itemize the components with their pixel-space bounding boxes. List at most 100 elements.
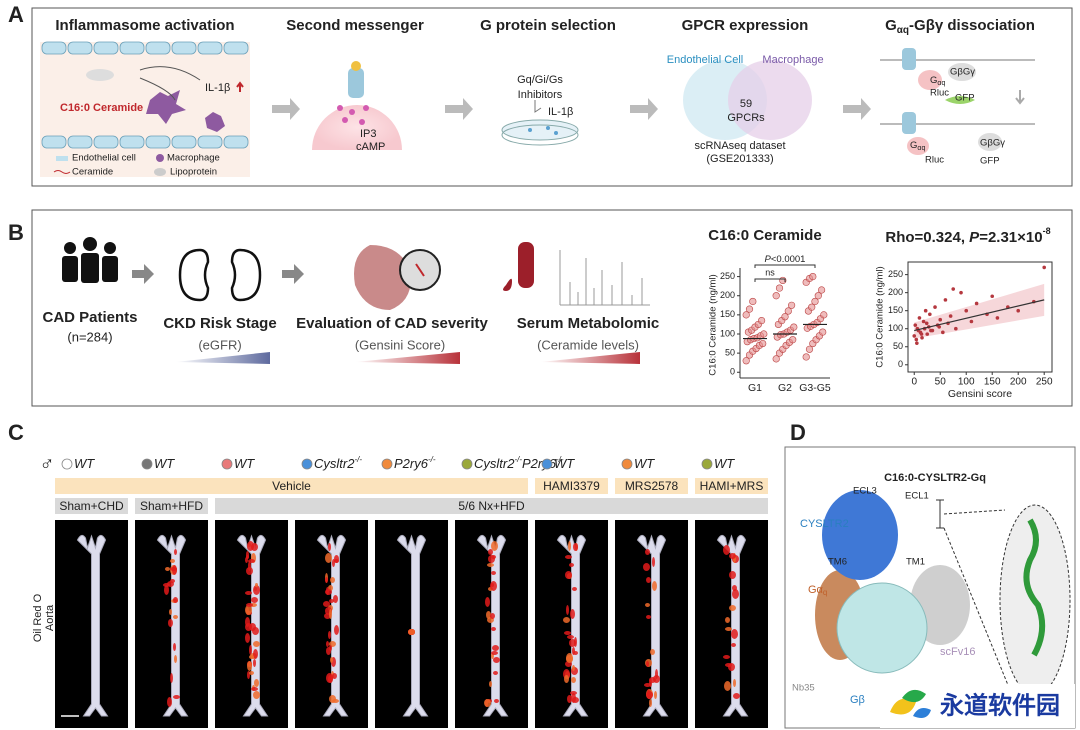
panel-label: D bbox=[790, 420, 806, 445]
lesion-spot bbox=[487, 563, 494, 567]
data-point bbox=[912, 334, 917, 338]
y-tick-label: 150 bbox=[720, 309, 735, 319]
lesion-spot bbox=[570, 691, 577, 695]
structure-label: ECL1 bbox=[905, 491, 929, 502]
title-part: -Gβγ dissociation bbox=[909, 17, 1035, 34]
x-tick-label: 0 bbox=[911, 377, 917, 388]
watermark-logo bbox=[913, 708, 931, 718]
x-tick-label: 200 bbox=[1010, 377, 1027, 388]
label-part: Cysltr2 bbox=[314, 456, 355, 471]
lesion-spot bbox=[572, 587, 577, 591]
lesion-spot bbox=[330, 657, 333, 663]
aorta bbox=[76, 534, 109, 717]
label-part: WT bbox=[234, 456, 255, 471]
data-point bbox=[805, 345, 814, 353]
lesion-spot bbox=[408, 629, 415, 635]
lesion-spot bbox=[646, 577, 651, 583]
genotype-dot bbox=[381, 458, 393, 470]
treatment-bar bbox=[535, 478, 608, 494]
label-part: -/- bbox=[354, 455, 362, 464]
data-point bbox=[954, 326, 958, 331]
lesion-spot bbox=[323, 601, 330, 607]
data-point bbox=[760, 330, 768, 338]
protein-label: GβGγ bbox=[950, 67, 975, 78]
protein-label: Rluc bbox=[930, 88, 949, 99]
structure-label: scFv16 bbox=[940, 646, 975, 658]
lesion-spot bbox=[731, 629, 738, 639]
label-part: αq bbox=[937, 80, 945, 87]
lesion-spot bbox=[332, 699, 339, 703]
genotype-dot bbox=[61, 458, 73, 470]
label-part: WT bbox=[554, 456, 575, 471]
lesion-spot bbox=[485, 597, 490, 607]
structure-title: C16:0-CYSLTR2-Gq bbox=[884, 472, 986, 484]
lesion-spot bbox=[249, 655, 254, 659]
data-point bbox=[802, 353, 810, 361]
data-point bbox=[951, 287, 956, 291]
lesion-spot bbox=[325, 577, 328, 583]
y-axis-label: C16:0 Ceramide (ng/ml) bbox=[875, 266, 886, 367]
sex-symbol: ♂ bbox=[40, 453, 55, 475]
annotation: P<0.0001 bbox=[765, 254, 806, 265]
legend-icon bbox=[156, 154, 164, 162]
protein-label: GFP bbox=[955, 93, 975, 104]
y-tick-label: 200 bbox=[720, 290, 735, 300]
treatment-label: MRS2578 bbox=[625, 479, 679, 493]
lesion-spot bbox=[251, 597, 258, 603]
lesion-spot bbox=[174, 549, 177, 555]
lesion-spot bbox=[646, 691, 653, 699]
data-point bbox=[745, 305, 754, 313]
structure-label: Gβ bbox=[850, 694, 865, 706]
stain-label: Oil Red O bbox=[32, 593, 44, 642]
lesion-spot bbox=[253, 691, 260, 699]
lesion-spot bbox=[567, 695, 572, 703]
lesion-spot bbox=[255, 583, 258, 587]
panel-frame bbox=[31, 7, 1073, 187]
title-part: P bbox=[969, 229, 980, 246]
flow-arrow bbox=[445, 98, 473, 120]
data-point bbox=[969, 319, 974, 324]
y-tick-label: 50 bbox=[893, 341, 903, 351]
lesion-spot bbox=[491, 651, 498, 655]
dish bbox=[501, 119, 579, 141]
data-point bbox=[925, 332, 930, 336]
macrophage bbox=[205, 112, 225, 132]
structure-label: Nb35 bbox=[792, 683, 815, 694]
lesion-spot bbox=[649, 699, 652, 707]
lesion-spot bbox=[729, 571, 736, 579]
data-point bbox=[811, 297, 819, 306]
title-part: Rho=0.324, bbox=[885, 229, 969, 246]
lesion-spot bbox=[571, 677, 576, 683]
lesion-spot bbox=[650, 649, 655, 655]
lipoprotein bbox=[86, 69, 114, 81]
genotype-label: Cysltr2-/- bbox=[314, 455, 362, 471]
treatment-bar bbox=[695, 478, 768, 494]
label-part: WT bbox=[634, 456, 655, 471]
lesion-spot bbox=[569, 563, 574, 567]
lesion-spot bbox=[325, 589, 332, 595]
step-subtitle: (n=284) bbox=[67, 329, 112, 344]
lesion-spot bbox=[328, 631, 331, 639]
structure-label: TM1 bbox=[906, 557, 925, 568]
label-part: WT bbox=[714, 456, 735, 471]
reagent-label: Gq/Gi/Gs bbox=[517, 74, 563, 86]
data-point bbox=[749, 297, 757, 306]
genotype-dot bbox=[301, 458, 313, 470]
data-point bbox=[923, 308, 928, 313]
lesion-spot bbox=[572, 647, 575, 655]
structure-label: CYSLTR2 bbox=[800, 518, 849, 530]
macrophage bbox=[146, 90, 186, 124]
data-point bbox=[913, 323, 918, 327]
lesion-spot bbox=[253, 659, 256, 667]
data-point bbox=[742, 357, 750, 365]
lesion-spot bbox=[253, 649, 258, 659]
genotype-dot bbox=[621, 458, 633, 470]
ligand bbox=[351, 61, 361, 71]
gradient-wedge bbox=[540, 352, 640, 364]
title-part: αq bbox=[897, 25, 909, 36]
data-point bbox=[784, 307, 792, 315]
panel-label: B bbox=[8, 220, 24, 245]
step-title: Gαq-Gβγ dissociation bbox=[885, 17, 1035, 36]
label-part: αq bbox=[917, 145, 925, 152]
lesion-spot bbox=[565, 571, 572, 579]
